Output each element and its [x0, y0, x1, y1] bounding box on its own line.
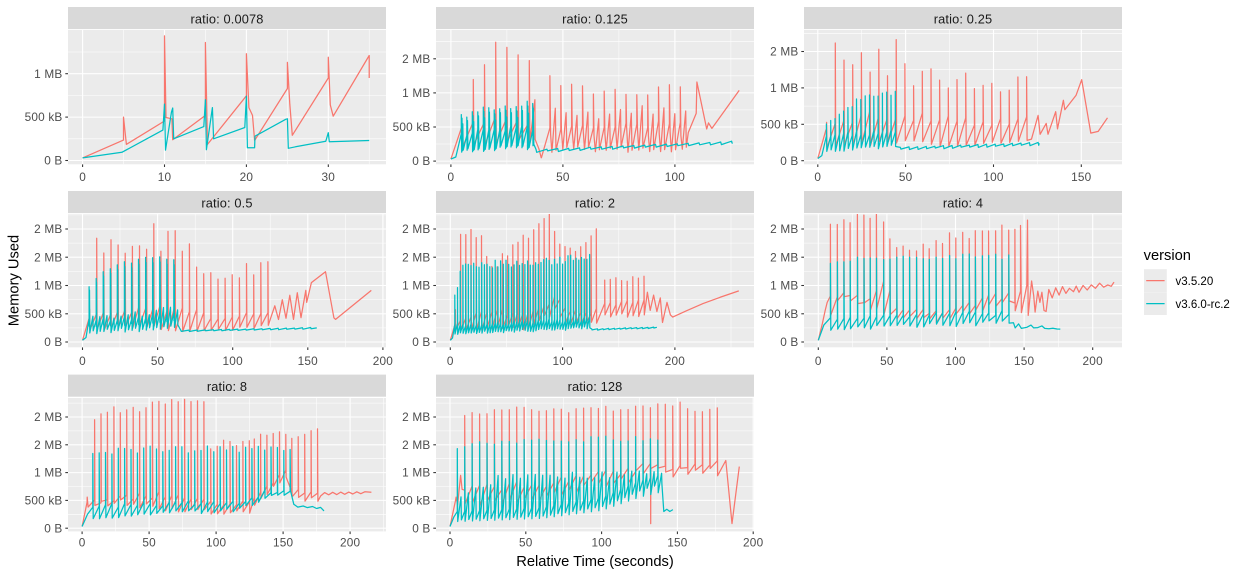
svg-text:100: 100 [206, 536, 227, 550]
svg-text:150: 150 [1071, 170, 1092, 184]
svg-text:150: 150 [298, 354, 319, 368]
svg-text:2 MB: 2 MB [770, 222, 798, 236]
svg-text:100: 100 [552, 354, 573, 368]
svg-text:v3.5.20: v3.5.20 [1176, 276, 1214, 288]
svg-text:2 MB: 2 MB [770, 250, 798, 264]
svg-text:50: 50 [880, 354, 894, 368]
svg-text:Relative Time (seconds): Relative Time (seconds) [516, 554, 674, 570]
svg-text:2 MB: 2 MB [770, 45, 798, 59]
svg-text:500 kB: 500 kB [761, 307, 799, 321]
svg-text:500 kB: 500 kB [761, 117, 799, 131]
svg-text:500 kB: 500 kB [25, 307, 63, 321]
svg-text:0 B: 0 B [412, 521, 430, 535]
svg-text:30: 30 [322, 170, 336, 184]
svg-text:v3.6.0-rc.2: v3.6.0-rc.2 [1176, 299, 1230, 311]
svg-text:2 MB: 2 MB [34, 410, 62, 424]
svg-text:500 kB: 500 kB [393, 494, 431, 508]
svg-text:50: 50 [142, 536, 156, 550]
svg-text:0: 0 [448, 170, 455, 184]
svg-text:10: 10 [158, 170, 172, 184]
svg-text:200: 200 [665, 354, 686, 368]
svg-text:ratio: 128: ratio: 128 [568, 379, 623, 394]
svg-text:500 kB: 500 kB [393, 120, 431, 134]
svg-text:ratio: 0.5: ratio: 0.5 [201, 196, 252, 211]
svg-text:150: 150 [667, 536, 688, 550]
svg-text:2 MB: 2 MB [402, 222, 430, 236]
svg-text:500 kB: 500 kB [25, 110, 63, 124]
svg-text:0: 0 [79, 170, 86, 184]
svg-text:50: 50 [899, 170, 913, 184]
svg-text:0: 0 [79, 536, 86, 550]
svg-text:1 MB: 1 MB [402, 86, 430, 100]
svg-text:2 MB: 2 MB [402, 52, 430, 66]
svg-text:150: 150 [1014, 354, 1035, 368]
svg-text:1 MB: 1 MB [770, 81, 798, 95]
svg-text:200: 200 [373, 354, 394, 368]
svg-text:0: 0 [79, 354, 86, 368]
svg-text:150: 150 [273, 536, 294, 550]
svg-text:500 kB: 500 kB [393, 307, 431, 321]
svg-text:0 B: 0 B [44, 335, 62, 349]
svg-text:200: 200 [340, 536, 361, 550]
svg-text:200: 200 [743, 536, 764, 550]
svg-text:1 MB: 1 MB [770, 279, 798, 293]
svg-text:0: 0 [815, 354, 822, 368]
svg-text:1 MB: 1 MB [34, 279, 62, 293]
svg-text:0 B: 0 B [44, 521, 62, 535]
svg-text:2 MB: 2 MB [34, 438, 62, 452]
svg-text:0 B: 0 B [412, 154, 430, 168]
svg-text:100: 100 [945, 354, 966, 368]
svg-text:Memory Used: Memory Used [7, 235, 23, 326]
svg-text:2 MB: 2 MB [402, 438, 430, 452]
svg-text:2 MB: 2 MB [34, 222, 62, 236]
svg-text:500 kB: 500 kB [25, 494, 63, 508]
svg-text:ratio: 0.0078: ratio: 0.0078 [190, 12, 263, 27]
svg-text:0 B: 0 B [780, 335, 798, 349]
svg-text:0 B: 0 B [44, 154, 62, 168]
svg-text:100: 100 [983, 170, 1004, 184]
svg-text:100: 100 [223, 354, 244, 368]
svg-text:2 MB: 2 MB [402, 410, 430, 424]
svg-text:100: 100 [665, 170, 686, 184]
svg-text:0 B: 0 B [780, 154, 798, 168]
svg-text:2 MB: 2 MB [34, 250, 62, 264]
svg-text:version: version [1144, 248, 1191, 264]
svg-text:200: 200 [1083, 354, 1104, 368]
svg-text:ratio: 0.25: ratio: 0.25 [934, 12, 993, 27]
svg-text:ratio: 0.125: ratio: 0.125 [562, 12, 628, 27]
svg-text:1 MB: 1 MB [34, 67, 62, 81]
svg-text:0: 0 [447, 354, 454, 368]
svg-text:1 MB: 1 MB [34, 466, 62, 480]
svg-text:0 B: 0 B [412, 335, 430, 349]
svg-text:ratio: 2: ratio: 2 [575, 196, 615, 211]
svg-text:0: 0 [814, 170, 821, 184]
svg-text:50: 50 [519, 536, 533, 550]
svg-text:50: 50 [151, 354, 165, 368]
svg-text:0: 0 [447, 536, 454, 550]
svg-text:1 MB: 1 MB [402, 279, 430, 293]
svg-text:ratio: 8: ratio: 8 [207, 379, 247, 394]
svg-text:100: 100 [591, 536, 612, 550]
svg-text:ratio: 4: ratio: 4 [943, 196, 983, 211]
svg-text:1 MB: 1 MB [402, 466, 430, 480]
svg-text:50: 50 [556, 170, 570, 184]
svg-text:2 MB: 2 MB [402, 250, 430, 264]
svg-text:20: 20 [240, 170, 254, 184]
